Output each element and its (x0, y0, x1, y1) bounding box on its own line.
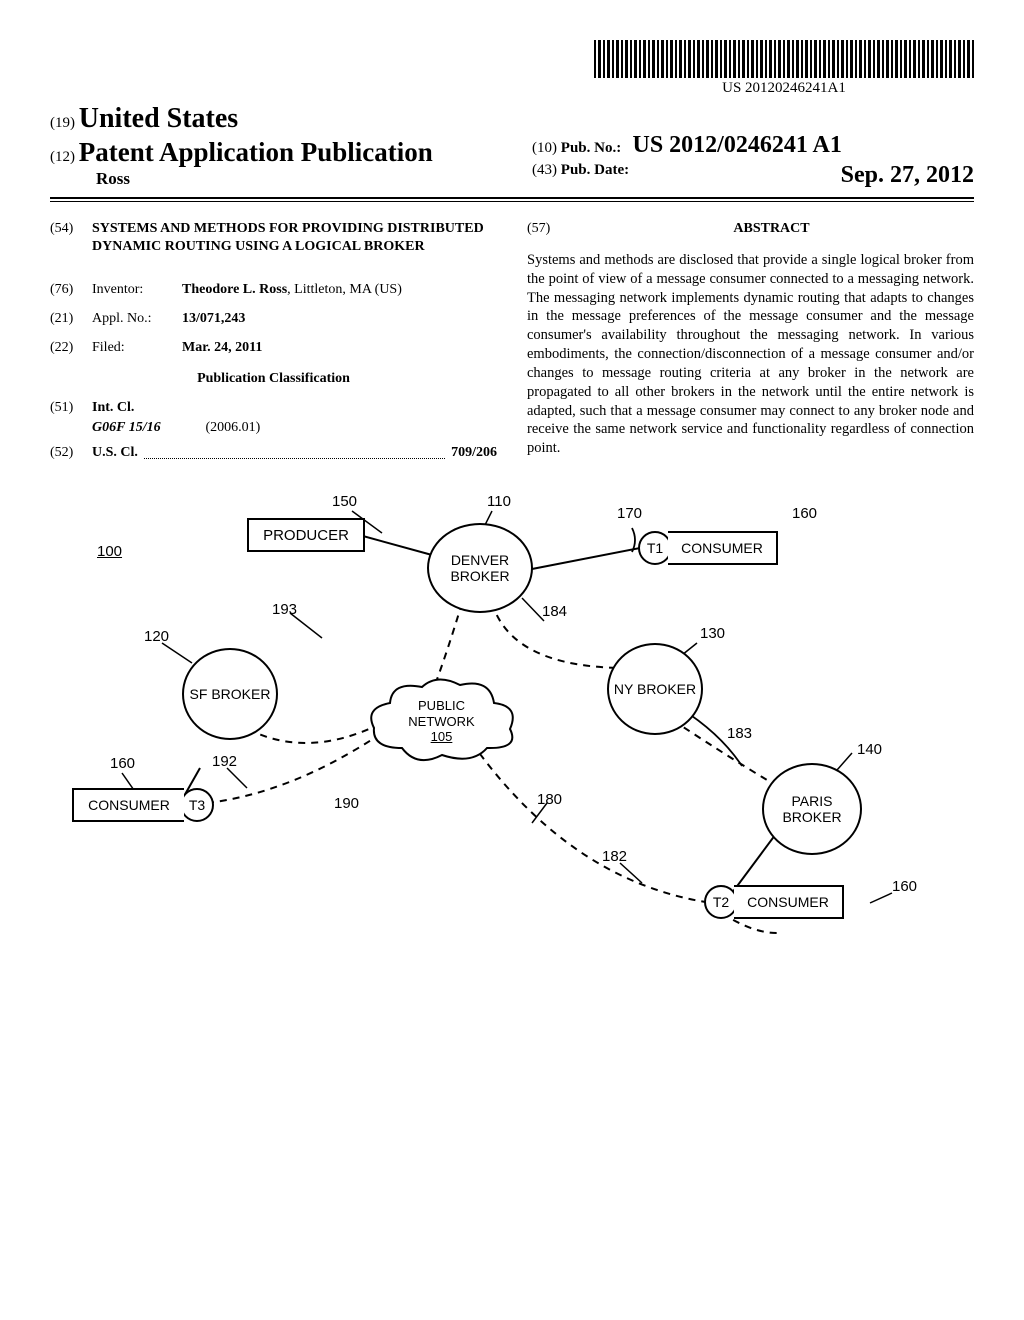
intcl-class: G06F 15/16 (92, 419, 202, 438)
author-name: Ross (50, 169, 514, 189)
ny-broker-node: NY BROKER (607, 643, 703, 735)
abstract-text: Systems and methods are disclosed that p… (527, 251, 974, 458)
denver-broker-node: DENVER BROKER (427, 523, 533, 613)
ref-160a: 160 (792, 505, 817, 522)
code-54: (54) (50, 220, 92, 271)
sf-broker-node: SF BROKER (182, 648, 278, 740)
t1-node: T1 (638, 531, 672, 565)
ref-170: 170 (617, 505, 642, 522)
publication-classification-heading: Publication Classification (50, 370, 497, 389)
code-57: (57) (527, 220, 569, 245)
t3-node: T3 (180, 788, 214, 822)
intcl-year: (2006.01) (206, 420, 261, 435)
uscl-value: 709/206 (451, 444, 497, 463)
ref-100: 100 (97, 543, 122, 560)
ref-190: 190 (334, 795, 359, 812)
barcode-number: US 20120246241A1 (594, 80, 974, 97)
ref-150: 150 (332, 493, 357, 510)
filed-label: Filed: (92, 339, 182, 358)
ref-160c: 160 (892, 878, 917, 895)
application-number: 13/071,243 (182, 310, 497, 329)
consumer-top: CONSUMER (668, 531, 778, 565)
publication-number: US 2012/0246241 A1 (632, 132, 841, 158)
ref-130: 130 (700, 625, 725, 642)
rule-thin (50, 201, 974, 202)
ref-110: 110 (487, 493, 511, 510)
t2-node: T2 (704, 885, 738, 919)
ref-182: 182 (602, 848, 627, 865)
code-52: (52) (50, 444, 92, 463)
rule-thick (50, 197, 974, 199)
code-51: (51) (50, 399, 92, 418)
barcode-block: US 20120246241A1 (50, 40, 974, 97)
ref-183: 183 (727, 725, 752, 742)
publication-date: Sep. 27, 2012 (841, 162, 974, 189)
right-column: (57) ABSTRACT Systems and methods are di… (527, 220, 974, 463)
abstract-heading: ABSTRACT (569, 220, 974, 239)
code-10: (10) (532, 140, 557, 156)
country: United States (79, 103, 238, 134)
header: (19) United States (12) Patent Applicati… (50, 103, 974, 189)
publication-type: Patent Application Publication (79, 137, 433, 167)
ref-140: 140 (857, 741, 882, 758)
inventor-label: Inventor: (92, 281, 182, 300)
pubno-label: Pub. No.: (561, 140, 621, 156)
code-43: (43) (532, 162, 557, 178)
ref-160b: 160 (110, 755, 135, 772)
inventor-location: , Littleton, MA (US) (287, 282, 402, 297)
code-22: (22) (50, 339, 92, 358)
invention-title: SYSTEMS AND METHODS FOR PROVIDING DISTRI… (92, 220, 497, 255)
code-21: (21) (50, 310, 92, 329)
code-76: (76) (50, 281, 92, 300)
paris-broker-node: PARIS BROKER (762, 763, 862, 855)
applno-label: Appl. No.: (92, 310, 182, 329)
ref-184: 184 (542, 603, 567, 620)
producer-node: PRODUCER (247, 518, 365, 552)
consumer-bottom: CONSUMER (734, 885, 844, 919)
pubdate-label: Pub. Date: (561, 162, 629, 178)
ref-192: 192 (212, 753, 237, 770)
consumer-left: CONSUMER (72, 788, 184, 822)
inventor-name: Theodore L. Ross (182, 282, 287, 297)
public-network-label: PUBLIC NETWORK105 (394, 698, 489, 745)
ref-120: 120 (144, 628, 169, 645)
uscl-label: U.S. Cl. (92, 444, 138, 463)
left-column: (54) SYSTEMS AND METHODS FOR PROVIDING D… (50, 220, 497, 463)
ref-193: 193 (272, 601, 297, 618)
code-19: (19) (50, 115, 75, 131)
dotted-leader (144, 440, 445, 459)
network-diagram: PUBLIC NETWORK105 PRODUCER DENVER BROKER… (72, 493, 952, 983)
code-12: (12) (50, 149, 75, 165)
ref-180: 180 (537, 791, 562, 808)
filed-date: Mar. 24, 2011 (182, 339, 497, 358)
intcl-label: Int. Cl. (92, 400, 134, 415)
barcode (594, 40, 974, 78)
